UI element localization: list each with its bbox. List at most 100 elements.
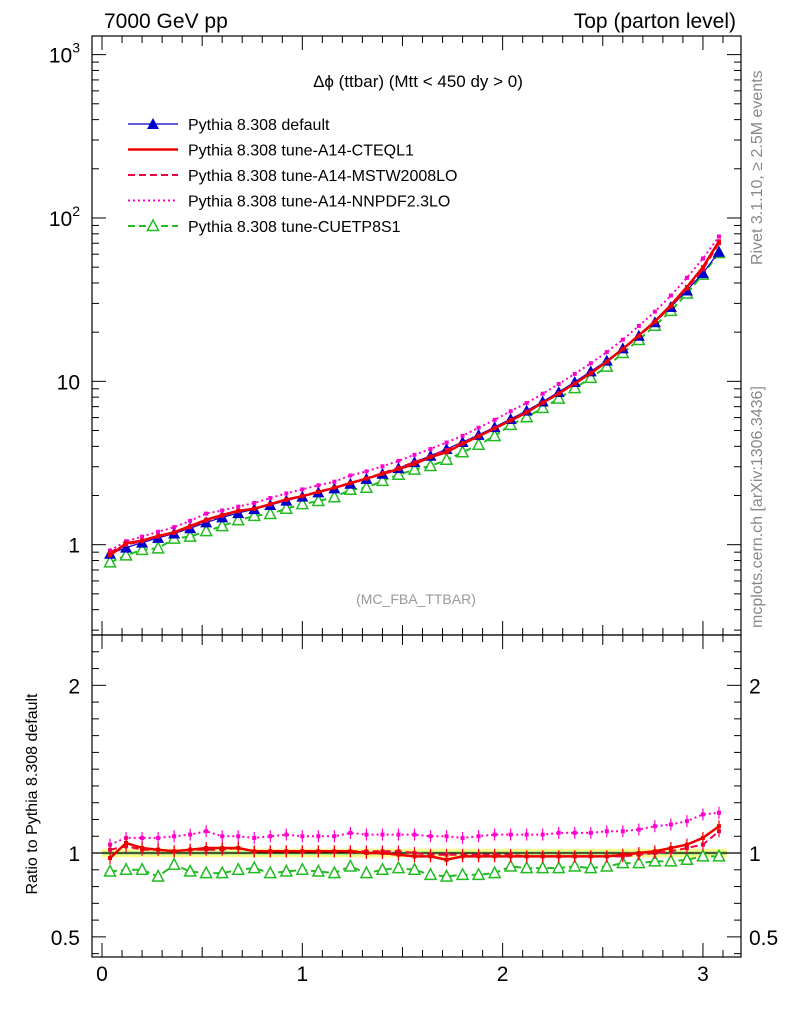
data-point — [412, 461, 417, 466]
data-point — [183, 529, 197, 542]
data-point — [492, 417, 497, 422]
data-point — [279, 501, 294, 514]
data-point — [423, 458, 438, 472]
data-point — [712, 848, 726, 862]
data-point — [135, 542, 149, 556]
legend-label: Pythia 8.308 tune-A14-CTEQL1 — [188, 143, 414, 160]
data-point — [311, 493, 326, 507]
data-point — [156, 529, 161, 534]
data-point — [284, 491, 289, 496]
data-point — [172, 525, 177, 530]
data-point — [204, 511, 209, 516]
data-point — [700, 256, 705, 261]
data-point — [151, 868, 165, 882]
ratio-y-tick-label-right: 1 — [749, 843, 761, 866]
data-point — [460, 441, 465, 446]
ratio-frame — [91, 634, 742, 958]
series-line — [109, 811, 720, 846]
data-point — [295, 862, 310, 876]
data-point — [311, 863, 326, 877]
data-point — [684, 275, 689, 280]
data-point — [604, 350, 609, 355]
data-point — [247, 860, 261, 874]
header-left: 7000 GeV pp — [104, 10, 228, 33]
data-point — [636, 324, 641, 329]
data-point — [375, 862, 390, 876]
mcplots-label: mcplots.cern.ch [arXiv:1306.3436] — [749, 386, 766, 628]
data-point — [236, 508, 241, 513]
data-point — [604, 359, 609, 364]
plot-title: Δϕ (ttbar) (Mtt < 450 dy > 0) — [313, 72, 523, 91]
series-line — [109, 855, 719, 878]
data-point — [439, 452, 454, 466]
series-pythia-8-308-tune-a14-cteql1 — [108, 239, 721, 558]
series-pythia-8-308-tune-a14-mstw2008lo — [108, 241, 721, 555]
series-line — [109, 251, 720, 555]
data-point — [487, 865, 502, 879]
data-point — [364, 469, 369, 474]
data-point — [332, 485, 337, 490]
data-point — [364, 476, 369, 481]
data-point — [359, 865, 374, 879]
data-point — [380, 471, 385, 476]
data-point — [343, 482, 358, 495]
data-point — [263, 865, 278, 879]
data-point — [508, 409, 513, 414]
data-point — [439, 868, 454, 882]
data-point — [508, 418, 513, 423]
data-point — [503, 858, 518, 872]
data-point — [156, 534, 161, 539]
data-point — [652, 309, 657, 314]
data-point — [444, 450, 449, 455]
ratio-y-tick-labels: 2 2 1 1 0.5 0.5 — [51, 675, 778, 950]
series-pythia-8-308-tune-a14-nnpdf2-3lo — [108, 806, 721, 851]
data-point — [119, 862, 133, 876]
main-y-tick-label: 103 — [49, 40, 80, 68]
data-point — [140, 538, 145, 543]
data-point — [588, 361, 593, 366]
data-point — [471, 867, 486, 881]
ratio-y-tick-label: 2 — [68, 675, 80, 698]
main-axis-ticks — [92, 36, 741, 635]
legend-entry: Pythia 8.308 default — [128, 117, 330, 134]
series-pythia-8-308-default — [104, 245, 725, 559]
data-point — [348, 481, 353, 486]
data-point — [220, 512, 225, 517]
data-point — [524, 410, 529, 415]
data-point — [407, 862, 422, 876]
series-pythia-8-308-tune-a14-cteql1 — [108, 820, 721, 866]
data-point — [455, 444, 470, 458]
header-right: Top (parton level) — [574, 10, 736, 33]
data-point — [199, 865, 213, 879]
data-point — [151, 540, 165, 554]
data-point — [108, 553, 113, 558]
series-line — [109, 240, 721, 557]
data-point — [428, 455, 433, 460]
data-point — [712, 245, 725, 257]
data-point — [492, 426, 497, 431]
data-point — [268, 496, 273, 501]
ratio-y-tick-label: 1 — [68, 843, 80, 866]
ratio-plot-panel: 2 2 1 1 0.5 0.5 0 1 2 3 Ratio to Pythia 8.308 de… — [24, 634, 778, 986]
legend: Pythia 8.308 default Pythia 8.308 tune-A1… — [128, 117, 457, 236]
data-point — [348, 473, 353, 478]
data-point — [124, 541, 129, 546]
x-tick-label: 0 — [96, 963, 108, 986]
data-point — [476, 434, 481, 439]
data-point — [263, 506, 278, 520]
data-point — [584, 860, 598, 874]
data-point — [231, 512, 245, 526]
data-point — [600, 359, 614, 372]
data-point — [696, 267, 709, 279]
data-point — [684, 284, 689, 289]
data-point — [343, 858, 358, 872]
data-point — [652, 319, 657, 324]
data-point — [220, 508, 225, 513]
data-point — [124, 539, 129, 544]
data-point — [284, 497, 289, 502]
data-point — [375, 473, 390, 487]
data-point — [668, 293, 673, 298]
series-line — [109, 252, 720, 564]
